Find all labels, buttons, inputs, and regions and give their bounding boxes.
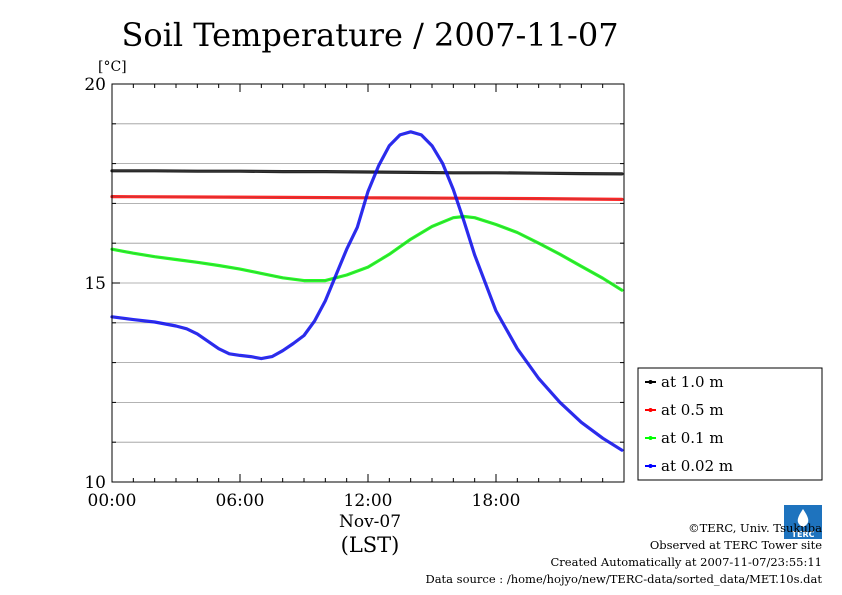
- grid-lines: [112, 123, 624, 443]
- x-tick-label: 12:00: [344, 491, 393, 511]
- legend-marker: [648, 408, 653, 412]
- axis-ticks: 10 15 20 00:00 06:00 12:00 18:00: [84, 75, 625, 511]
- legend: at 1.0 m at 0.5 m at 0.1 m at 0.02 m: [637, 367, 823, 481]
- terc-logo: TERC: [784, 505, 822, 539]
- y-tick-label: 15: [84, 274, 106, 294]
- series-line-core-2: [111, 196, 622, 200]
- x-unit-label: (LST): [341, 533, 400, 557]
- y-tick-label: 20: [84, 75, 106, 95]
- logo-text: TERC: [792, 530, 815, 539]
- created-text: Created Automatically at 2007-11-07/23:5…: [551, 555, 823, 569]
- series-line-core-4: [111, 131, 623, 451]
- legend-marker: [648, 380, 653, 384]
- legend-entry: at 0.1 m: [661, 429, 724, 447]
- chart-title: Soil Temperature / 2007-11-07: [121, 16, 618, 54]
- data-series: [110, 130, 624, 452]
- x-date-label: Nov-07: [339, 512, 401, 532]
- legend-entry: at 0.5 m: [661, 401, 724, 419]
- x-tick-label: 06:00: [216, 491, 265, 511]
- x-tick-label: 18:00: [472, 491, 521, 511]
- legend-marker: [648, 436, 653, 440]
- observed-text: Observed at TERC Tower site: [650, 538, 822, 552]
- y-axis-label: [°C]: [98, 59, 127, 75]
- data-source-text: Data source : /home/hojyo/new/TERC-data/…: [425, 572, 822, 586]
- legend-box: [637, 367, 823, 481]
- series-line-3: [110, 214, 624, 292]
- water-drop-icon: [797, 509, 809, 527]
- y-tick-label: 10: [84, 473, 106, 493]
- legend-entry: at 1.0 m: [661, 373, 724, 391]
- legend-marker: [648, 464, 653, 468]
- series-line-core-3: [111, 216, 623, 291]
- x-tick-label: 00:00: [88, 491, 137, 511]
- legend-entry: at 0.02 m: [661, 457, 733, 475]
- copyright-text: ©TERC, Univ. Tsukuba: [688, 521, 822, 535]
- series-line-core-1: [112, 170, 622, 175]
